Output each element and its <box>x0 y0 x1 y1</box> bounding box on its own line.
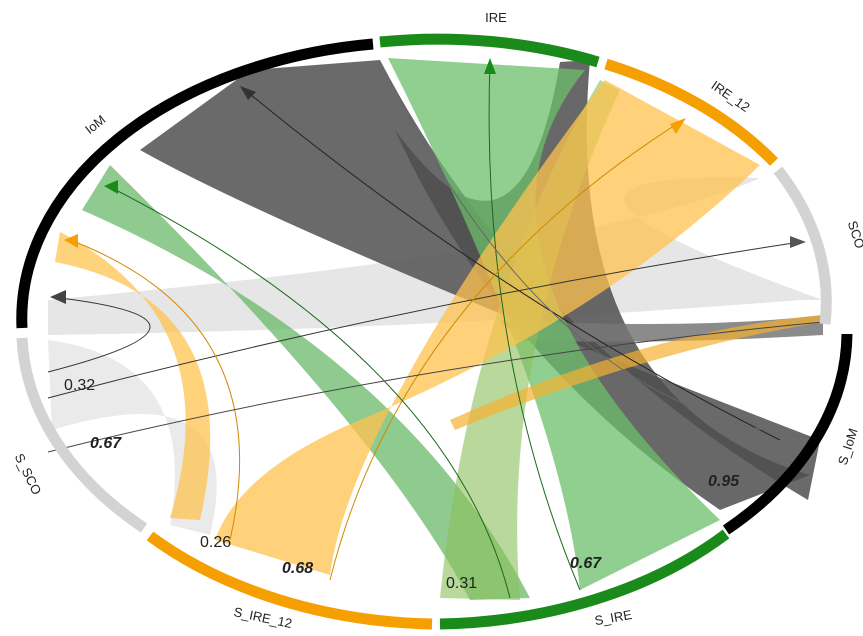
value-label-s-ire-2: 0.67 <box>570 555 602 572</box>
label-iom: IoM <box>82 112 108 137</box>
label-s-sco: S_SCO <box>12 451 45 497</box>
ribbon-sire-iom <box>82 165 530 600</box>
segment-arcs <box>16 33 853 630</box>
line-ire <box>488 61 581 591</box>
label-s-iom: S_IoM <box>835 426 861 466</box>
ribbon-sire-ire <box>388 58 720 590</box>
arrow-iom-green <box>104 180 118 194</box>
ribbons <box>48 58 823 600</box>
arrow-iom <box>240 86 256 100</box>
line-sco <box>47 241 801 399</box>
value-label-s-sco-1: 0.32 <box>64 377 95 394</box>
arc-ire <box>379 33 600 68</box>
arrow-ire12 <box>670 118 686 134</box>
ribbon-sire12-sco <box>450 315 823 430</box>
value-label-s-ire-1: 0.31 <box>446 575 477 592</box>
ribbon-sire-ire12 <box>440 80 620 600</box>
label-s-ire: S_IRE <box>593 607 633 628</box>
line-iom <box>244 89 781 441</box>
arc-s-ire12 <box>146 531 433 630</box>
line-ire12 <box>329 121 681 581</box>
label-ire: IRE <box>485 10 507 25</box>
arc-s-ire <box>439 529 730 630</box>
label-sco: SCO <box>845 219 863 250</box>
line-iom-orange <box>69 239 241 541</box>
arc-iom <box>16 38 374 329</box>
arrow-sco <box>790 236 806 248</box>
arrowheads <box>50 58 806 304</box>
arrow-ire <box>484 58 496 74</box>
arrow-iom-grey <box>50 290 66 304</box>
chord-lines <box>47 61 824 599</box>
line-extra-1 <box>47 321 824 453</box>
arc-sco <box>773 166 832 325</box>
value-label-s-ire12-2: 0.68 <box>282 560 313 577</box>
arc-s-iom <box>722 333 853 535</box>
arc-ire12 <box>604 58 778 166</box>
value-labels: 0.32 0.67 0.26 0.68 0.31 0.67 0.95 <box>64 377 740 592</box>
arrow-iom-orange <box>64 234 78 248</box>
value-label-s-sco-2: 0.67 <box>90 435 122 452</box>
ribbon-sire12-iom <box>55 232 211 520</box>
line-sco-self <box>47 296 151 373</box>
label-s-ire12: S_IRE_12 <box>232 604 293 631</box>
line-iom-green <box>107 185 511 599</box>
ribbon-sire12-ire12 <box>215 80 760 575</box>
ribbon-sco-lower <box>48 340 217 535</box>
value-label-s-ire12-1: 0.26 <box>200 534 231 551</box>
line-extra-2 <box>389 79 821 439</box>
arc-s-sco <box>16 337 148 533</box>
value-label-s-iom: 0.95 <box>708 473 740 490</box>
